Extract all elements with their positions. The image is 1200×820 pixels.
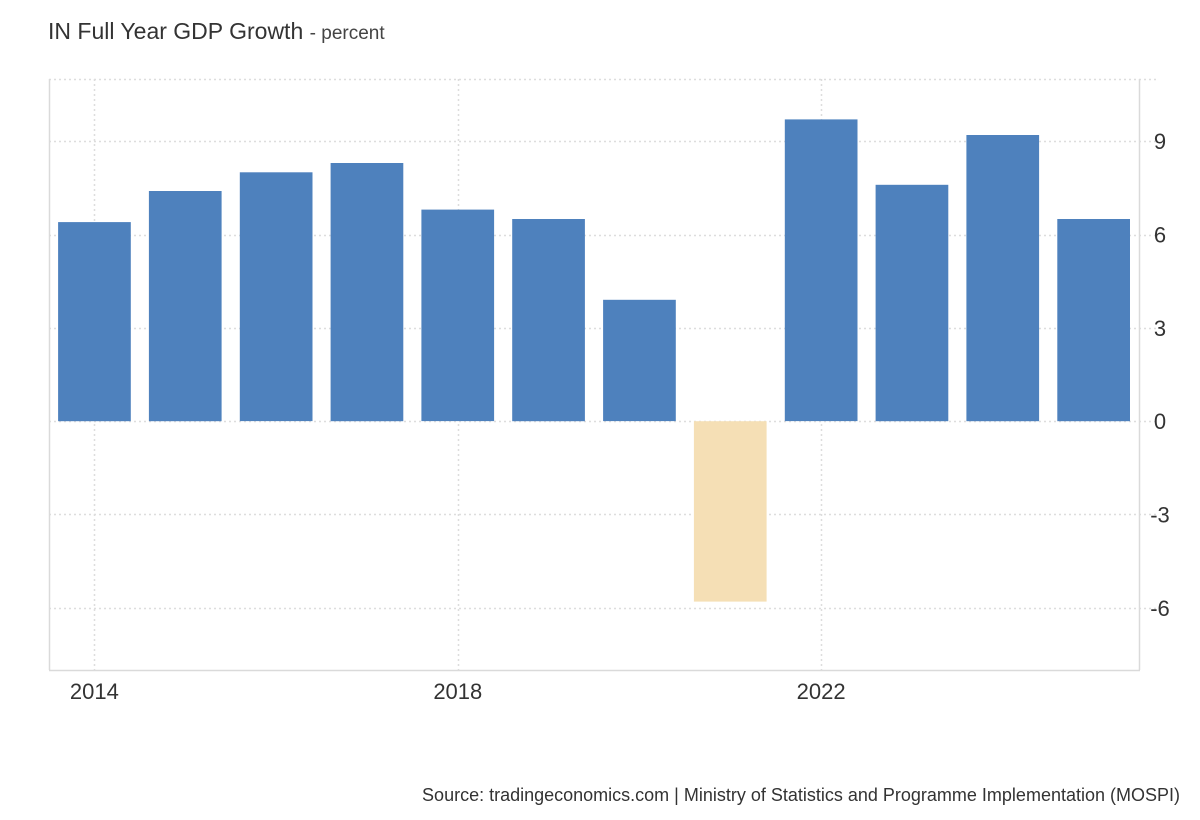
bar-2022[interactable] — [784, 119, 858, 422]
y-axis-ticks: -6 -3 0 3 6 9 — [1150, 129, 1170, 621]
chart-title-text: IN Full Year GDP Growth — [48, 18, 304, 44]
source-note: Source: tradingeconomics.com | Ministry … — [422, 785, 1180, 805]
bar-2021[interactable] — [693, 421, 767, 602]
x-tick-label: 2014 — [70, 679, 119, 704]
bar-2017[interactable] — [330, 163, 404, 422]
bar-2014[interactable] — [58, 222, 131, 422]
plot-frame — [48, 79, 1141, 672]
x-tick-label: 2018 — [433, 679, 482, 704]
bar-2023[interactable] — [875, 184, 949, 422]
x-axis-ticks: 2014 2018 2022 — [70, 679, 846, 704]
bar-layer — [58, 119, 1130, 602]
bar-2015[interactable] — [148, 191, 222, 422]
chart-subtitle: - percent — [309, 23, 385, 44]
y-tick-label: 0 — [1154, 409, 1166, 434]
bar-2018[interactable] — [421, 209, 495, 422]
bar-2024[interactable] — [966, 135, 1040, 422]
y-tick-label: 3 — [1154, 316, 1166, 341]
y-tick-label: -3 — [1150, 503, 1170, 528]
y-tick-label: -6 — [1150, 596, 1170, 621]
y-tick-label: 9 — [1154, 129, 1166, 154]
bar-2016[interactable] — [239, 172, 313, 422]
bar-2019[interactable] — [512, 219, 585, 422]
x-tick-label: 2022 — [797, 679, 846, 704]
bar-2025[interactable] — [1057, 219, 1130, 422]
y-tick-label: 6 — [1154, 223, 1166, 248]
bar-2020[interactable] — [603, 299, 676, 422]
chart-title: IN Full Year GDP Growth - percent — [48, 18, 385, 45]
